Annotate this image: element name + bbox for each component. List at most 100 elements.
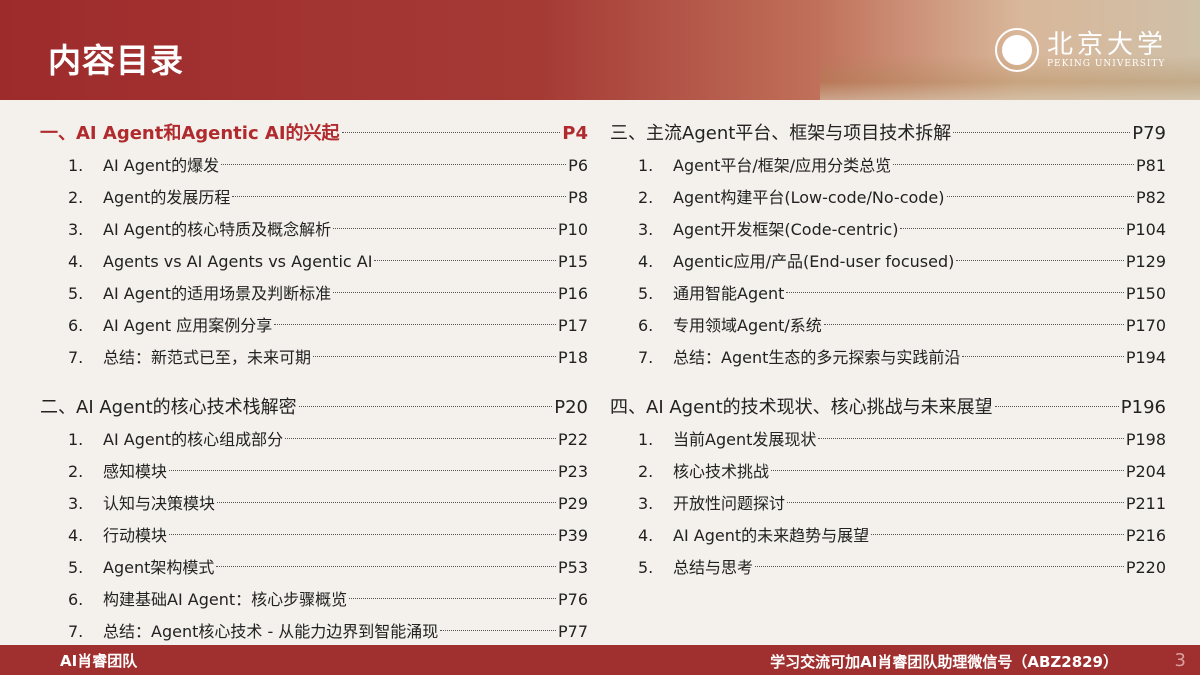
toc-page: P15 [557,252,588,271]
toc-item[interactable]: 4. Agents vs AI Agents vs Agentic AI P15 [40,246,588,278]
leader-dots [374,260,556,261]
toc-label: Agent平台/框架/应用分类总览 [673,156,892,175]
toc-page: P53 [557,558,588,577]
leader-dots [956,260,1124,261]
toc-item[interactable]: 4. Agentic应用/产品(End-user focused) P129 [610,246,1166,278]
toc-label: Agentic应用/产品(End-user focused) [673,252,955,271]
leader-dots [786,292,1124,293]
toc-page: P194 [1125,348,1166,367]
toc-item[interactable]: 4. AI Agent的未来趋势与展望 P216 [610,520,1166,552]
toc-item[interactable]: 5. 总结与思考 P220 [610,552,1166,584]
toc-item[interactable]: 1. AI Agent的爆发 P6 [40,150,588,182]
leader-dots [217,502,556,503]
toc-item[interactable]: 5. Agent架构模式 P53 [40,552,588,584]
leader-dots [333,292,556,293]
toc-item[interactable]: 1. Agent平台/框架/应用分类总览 P81 [610,150,1166,182]
toc-item[interactable]: 3. AI Agent的核心特质及概念解析 P10 [40,214,588,246]
item-number: 5. [638,284,654,303]
toc-item[interactable]: 2. 感知模块 P23 [40,456,588,488]
leader-dots [823,324,1124,325]
item-number: 5. [68,558,84,577]
toc-item[interactable]: 7. 总结：新范式已至，未来可期 P18 [40,342,588,374]
toc-item[interactable]: 3. Agent开发框架(Code-centric) P104 [610,214,1166,246]
toc-item[interactable]: 7. 总结：Agent生态的多元探索与实践前沿 P194 [610,342,1166,374]
footer-contact: 学习交流可加AI肖睿团队助理微信号（ABZ2829） [770,653,1118,671]
leader-dots [298,406,553,407]
toc-label: Agent架构模式 [103,558,215,577]
toc-page: P6 [568,156,588,175]
toc-left-column: 一、AI Agent和Agentic AI的兴起 P4 1. AI Agent的爆发 P… [40,118,588,648]
spacer [610,374,1166,392]
toc-page: P77 [557,622,588,641]
toc-item[interactable]: 5. AI Agent的适用场景及判断标准 P16 [40,278,588,310]
toc-label: 专用领域Agent/系统 [673,316,822,335]
toc-label: AI Agent的爆发 [103,156,220,175]
toc-label: 三、主流Agent平台、框架与项目技术拆解 [610,123,952,144]
item-number: 1. [638,430,654,449]
item-number: 7. [68,622,84,641]
toc-item[interactable]: 4. 行动模块 P39 [40,520,588,552]
toc-item[interactable]: 1. AI Agent的核心组成部分 P22 [40,424,588,456]
toc-item[interactable]: 7. 总结：Agent核心技术 - 从能力边界到智能涌现 P77 [40,616,588,648]
toc-item[interactable]: 6. 专用领域Agent/系统 P170 [610,310,1166,342]
toc-item[interactable]: 6. 构建基础AI Agent：核心步骤概览 P76 [40,584,588,616]
item-number: 6. [68,316,84,335]
toc-item[interactable]: 3. 认知与决策模块 P29 [40,488,588,520]
spacer [40,374,588,392]
leader-dots [900,228,1124,229]
item-number: 2. [638,188,654,207]
toc-page: P20 [554,397,588,418]
toc-label: 行动模块 [103,526,168,545]
page-title: 内容目录 [48,41,184,80]
toc-page: P129 [1125,252,1166,271]
toc-page: P18 [557,348,588,367]
toc-page: P211 [1125,494,1166,513]
toc-label: AI Agent的未来趋势与展望 [673,526,870,545]
item-number: 2. [68,462,84,481]
toc-label: AI Agent的适用场景及判断标准 [103,284,332,303]
toc-page: P170 [1125,316,1166,335]
toc-label: Agent构建平台(Low-code/No-code) [673,188,945,207]
item-number: 2. [638,462,654,481]
leader-dots [232,196,567,197]
toc-label: 感知模块 [103,462,168,481]
item-number: 4. [68,252,84,271]
leader-dots [962,356,1124,357]
leader-dots [946,196,1134,197]
slide-header: 内容目录 北京大学 PEKING UNIVERSITY [0,0,1200,100]
toc-item[interactable]: 5. 通用智能Agent P150 [610,278,1166,310]
toc-page: P17 [557,316,588,335]
toc-label: 总结：新范式已至，未来可期 [103,348,312,367]
toc-item[interactable]: 2. Agent的发展历程 P8 [40,182,588,214]
item-number: 1. [68,430,84,449]
toc-item[interactable]: 3. 开放性问题探讨 P211 [610,488,1166,520]
toc-item[interactable]: 2. Agent构建平台(Low-code/No-code) P82 [610,182,1166,214]
toc-item[interactable]: 2. 核心技术挑战 P204 [610,456,1166,488]
peking-university-logo: 北京大学 PEKING UNIVERSITY [995,28,1167,72]
toc-label: 认知与决策模块 [103,494,216,513]
toc-page: P4 [562,123,588,144]
item-number: 4. [68,526,84,545]
toc-page: P198 [1125,430,1166,449]
toc-item[interactable]: 6. AI Agent 应用案例分享 P17 [40,310,588,342]
toc-label: 总结与思考 [673,558,754,577]
leader-dots [787,502,1124,503]
leader-dots [994,406,1119,407]
toc-label: Agent开发框架(Code-centric) [673,220,899,239]
toc-item[interactable]: 1. 当前Agent发展现状 P198 [610,424,1166,456]
toc-label: 四、AI Agent的技术现状、核心挑战与未来展望 [610,397,993,418]
toc-section[interactable]: 三、主流Agent平台、框架与项目技术拆解 P79 [610,118,1166,150]
toc-label: 总结：Agent生态的多元探索与实践前沿 [673,348,961,367]
toc-section[interactable]: 四、AI Agent的技术现状、核心挑战与未来展望 P196 [610,392,1166,424]
leader-dots [285,438,556,439]
toc-page: P23 [557,462,588,481]
toc-section[interactable]: 二、AI Agent的核心技术栈解密 P20 [40,392,588,424]
toc-label: 二、AI Agent的核心技术栈解密 [40,397,297,418]
toc-label: 构建基础AI Agent：核心步骤概览 [103,590,348,609]
toc-page: P22 [557,430,588,449]
item-number: 4. [638,526,654,545]
toc-section[interactable]: 一、AI Agent和Agentic AI的兴起 P4 [40,118,588,150]
leader-dots [871,534,1124,535]
item-number: 4. [638,252,654,271]
leader-dots [169,534,556,535]
